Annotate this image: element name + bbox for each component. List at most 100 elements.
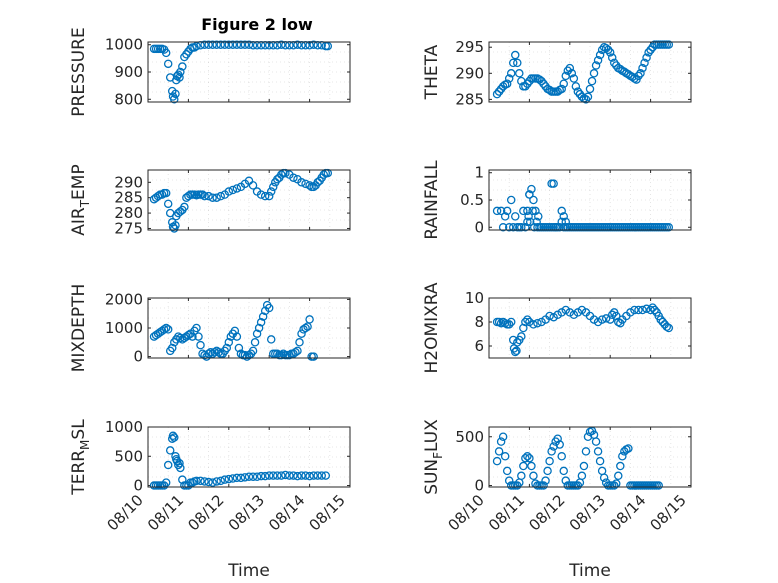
data-point [565, 63, 575, 73]
data-point [175, 73, 184, 82]
data-point [208, 478, 217, 487]
y-tick-label: 295 [455, 38, 484, 56]
x-tick-label: 08/11 [485, 491, 528, 534]
data-point [309, 352, 318, 361]
data-point [607, 53, 617, 62]
y-tick-label: 10 [465, 289, 484, 307]
data-point [216, 476, 225, 486]
y-tick-label: 290 [114, 173, 143, 191]
data-point [595, 456, 605, 466]
data-point [305, 315, 314, 324]
data-point [636, 69, 645, 78]
data-point [244, 40, 254, 49]
data-point [248, 181, 258, 190]
data-point [157, 190, 167, 199]
pressure-axes: 800 900 1000 PRESSURE [69, 27, 351, 117]
data-point [279, 349, 288, 358]
data-point [616, 461, 625, 471]
x-tick-label: 08/13 [566, 491, 609, 534]
terr-msl-series [149, 431, 331, 490]
data-point [492, 206, 502, 216]
data-point [527, 461, 536, 471]
data-point [297, 178, 306, 187]
data-point [573, 87, 583, 96]
data-point [273, 471, 282, 480]
y-tick-label: 280 [114, 204, 143, 222]
data-point [301, 323, 310, 333]
data-point [527, 184, 536, 194]
y-axis-label: AIRTEMP [69, 164, 92, 235]
data-point [593, 56, 603, 65]
sun-flux-frame [488, 426, 692, 488]
data-point [165, 446, 175, 455]
data-point [640, 58, 649, 68]
data-point [208, 193, 217, 202]
data-point [291, 348, 300, 357]
data-point [557, 452, 566, 461]
air-temp-frame [147, 169, 351, 231]
data-point [234, 343, 244, 353]
data-point [581, 447, 591, 456]
data-point [589, 69, 599, 78]
data-point [194, 332, 203, 341]
data-point [551, 223, 560, 232]
data-point [184, 330, 193, 340]
data-point [176, 463, 185, 473]
theta-axes: 285 290 295 THETA [422, 38, 692, 108]
data-point [159, 325, 169, 334]
data-point [504, 320, 514, 329]
theta-frame [488, 41, 692, 103]
data-point [224, 187, 234, 196]
data-point [220, 40, 230, 49]
y-tick-label: 0 [133, 477, 143, 495]
data-point [494, 447, 504, 456]
data-point [642, 304, 651, 314]
data-point [523, 217, 532, 227]
data-point [285, 471, 294, 480]
data-point [650, 305, 659, 315]
data-point [498, 432, 508, 442]
x-tick-label: 08/10 [104, 491, 147, 534]
data-point [539, 481, 548, 490]
data-point [571, 82, 581, 91]
data-point [188, 332, 197, 341]
data-point [192, 323, 201, 333]
y-tick-label: 1000 [105, 319, 143, 337]
data-point [595, 50, 605, 60]
data-point [597, 315, 607, 324]
data-point [230, 326, 240, 336]
data-point [523, 79, 532, 88]
data-point [222, 343, 232, 353]
y-axis-label: SUNFLUX [422, 419, 445, 495]
data-point [210, 348, 219, 357]
data-point [281, 470, 290, 480]
data-point [297, 471, 306, 480]
data-point [543, 466, 552, 476]
data-point [547, 447, 556, 456]
y-tick-label: 1000 [105, 418, 143, 436]
data-point [496, 206, 506, 216]
data-point [664, 323, 674, 333]
pressure-series [149, 40, 333, 104]
data-point [216, 191, 225, 201]
data-point [204, 191, 213, 201]
data-point [515, 69, 524, 78]
data-point [517, 471, 526, 481]
data-point [256, 190, 266, 199]
sun-flux-series [492, 426, 663, 490]
data-point [240, 40, 250, 49]
data-point [264, 303, 274, 313]
h2omixra-frame [488, 297, 692, 359]
y-tick-label: 800 [114, 90, 143, 108]
data-point [220, 475, 230, 484]
data-point [591, 437, 601, 446]
y-axis-label: H2OMIXRA [422, 282, 442, 373]
data-point [559, 212, 568, 221]
data-point [597, 45, 607, 55]
data-point [557, 217, 566, 227]
data-point [555, 223, 564, 232]
data-point [630, 305, 639, 315]
data-point [492, 456, 502, 466]
y-axis-label: MIXDEPTH [69, 284, 89, 373]
